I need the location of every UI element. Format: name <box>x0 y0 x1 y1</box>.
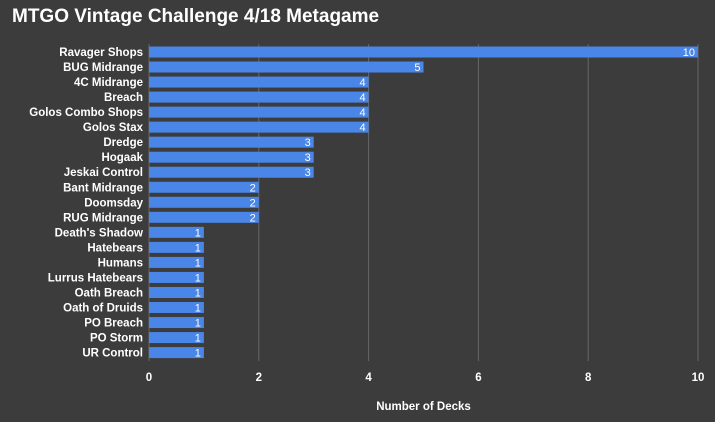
x-tick-label: 4 <box>365 372 372 384</box>
bar-value-label: 2 <box>250 182 256 194</box>
x-axis-title: Number of Decks <box>376 401 471 413</box>
bar <box>149 181 259 193</box>
category-label: BUG Midrange <box>63 62 143 74</box>
category-label: UR Control <box>82 348 143 360</box>
category-label: PO Breach <box>84 318 143 330</box>
bar-value-label: 4 <box>359 92 365 104</box>
bar <box>149 256 204 268</box>
category-label: Bant Midrange <box>63 182 143 194</box>
x-tick-labels: 0 2 4 6 8 10 <box>146 372 705 384</box>
bar-value-label: 2 <box>250 212 256 224</box>
category-label: 4C Midrange <box>74 77 143 89</box>
bar-value-label: 3 <box>305 167 311 179</box>
bar-value-label: 1 <box>195 348 201 360</box>
bar <box>149 226 204 238</box>
category-label: Humans <box>98 257 143 269</box>
bar <box>149 241 204 253</box>
bar <box>149 151 314 163</box>
bar <box>149 46 698 58</box>
category-label: PO Storm <box>90 333 143 345</box>
bar-value-label: 1 <box>195 303 201 315</box>
category-label: Golos Stax <box>83 122 144 134</box>
bar <box>149 271 204 283</box>
category-label: Oath of Druids <box>63 303 143 315</box>
bar <box>149 136 314 148</box>
bar <box>149 121 369 133</box>
bar-value-label: 1 <box>195 257 201 269</box>
category-label: Doomsday <box>84 197 143 209</box>
category-label: Ravager Shops <box>59 47 143 59</box>
category-label: Death's Shadow <box>55 227 143 239</box>
bar <box>149 166 314 178</box>
x-tick-label: 10 <box>692 372 705 384</box>
x-tick-label: 8 <box>585 372 592 384</box>
bar <box>149 211 259 223</box>
category-label: Lurrus Hatebears <box>48 272 143 284</box>
category-label: Breach <box>104 92 143 104</box>
category-label: RUG Midrange <box>63 212 143 224</box>
chart-title: MTGO Vintage Challenge 4/18 Metagame <box>12 6 380 27</box>
bar-value-label: 4 <box>359 107 365 119</box>
category-label: Oath Breach <box>75 287 143 299</box>
bar-value-label: 1 <box>195 287 201 299</box>
bar <box>149 61 424 73</box>
bars: 10 5 4 4 4 4 3 3 3 2 2 2 1 1 1 1 1 1 1 1 1 <box>149 46 698 360</box>
bar-value-label: 1 <box>195 333 201 345</box>
bar <box>149 91 369 103</box>
bar <box>149 286 204 298</box>
bar <box>149 302 204 314</box>
category-label: Dredge <box>103 137 143 149</box>
bar <box>149 347 204 359</box>
bar-value-label: 4 <box>359 122 365 134</box>
bar-value-label: 1 <box>195 272 201 284</box>
bar <box>149 332 204 344</box>
bar <box>149 317 204 329</box>
bar-value-label: 3 <box>305 137 311 149</box>
bar-value-label: 5 <box>414 62 420 74</box>
x-tick-label: 6 <box>475 372 481 384</box>
category-label: Golos Combo Shops <box>29 107 143 119</box>
x-tick-label: 0 <box>146 372 152 384</box>
x-tick-label: 2 <box>256 372 262 384</box>
bar-value-label: 1 <box>195 227 201 239</box>
bar-value-label: 1 <box>195 242 201 254</box>
bar-value-label: 4 <box>359 77 365 89</box>
bar-value-label: 1 <box>195 318 201 330</box>
bar <box>149 106 369 118</box>
category-label: Hatebears <box>87 242 143 254</box>
category-labels: Ravager Shops BUG Midrange 4C Midrange Brea… <box>29 47 143 360</box>
bar-value-label: 2 <box>250 197 256 209</box>
bar <box>149 196 259 208</box>
bar-value-label: 10 <box>683 47 695 59</box>
bar <box>149 76 369 88</box>
category-label: Hogaak <box>101 152 143 164</box>
bar-value-label: 3 <box>305 152 311 164</box>
category-label: Jeskai Control <box>64 167 143 179</box>
